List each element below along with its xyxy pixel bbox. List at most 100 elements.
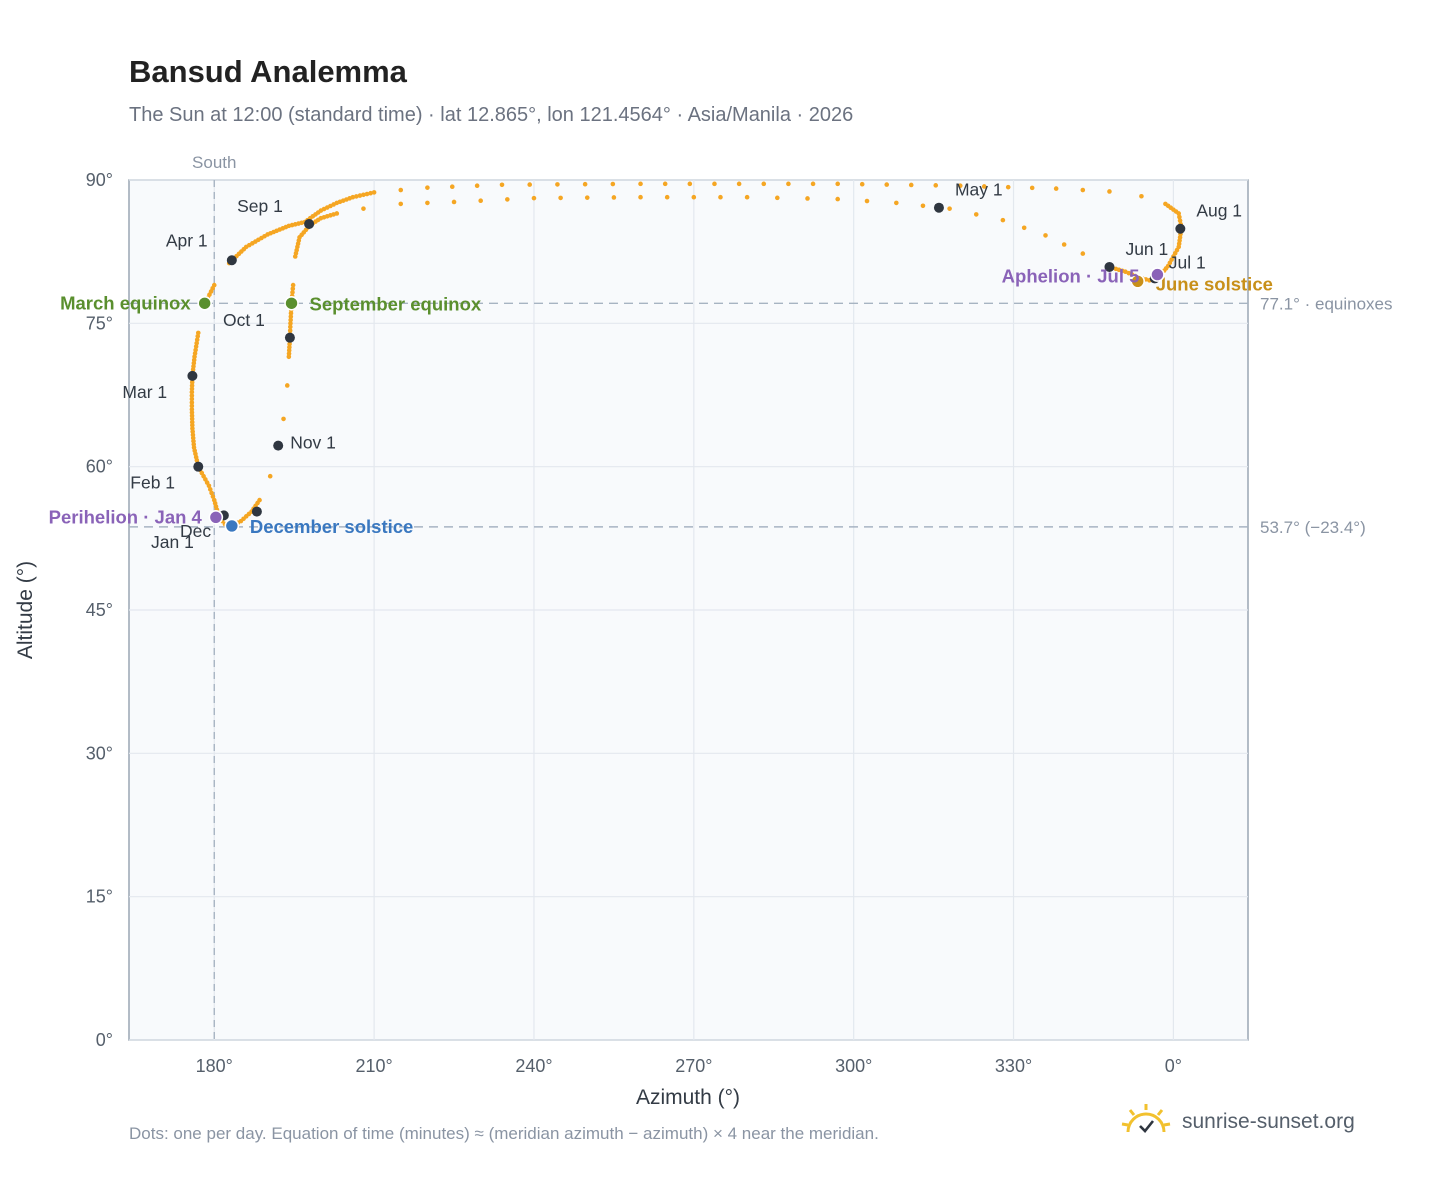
daily-sun-dot [908, 182, 914, 188]
event-marker [208, 510, 224, 525]
daily-sun-dot [189, 380, 195, 385]
daily-sun-dot [662, 181, 668, 187]
daily-sun-dot [398, 187, 404, 193]
month-label: May 1 [955, 180, 1003, 200]
month-label: Apr 1 [166, 230, 208, 250]
daily-sun-dot [290, 282, 296, 288]
daily-sun-dot [957, 183, 963, 189]
x-tick-label: 210° [355, 1056, 392, 1076]
month-marker [284, 332, 295, 343]
daily-sun-dot [859, 181, 865, 187]
daily-sun-dot [1005, 184, 1011, 190]
daily-sun-dot [286, 354, 292, 360]
daily-sun-dot [281, 416, 286, 422]
sun-logo-icon [1120, 1102, 1172, 1141]
month-marker [1175, 223, 1186, 234]
month-marker [187, 370, 198, 381]
grid-lines [129, 179, 1248, 1041]
daily-sun-dot [193, 344, 199, 349]
daily-sun-dot [287, 328, 293, 333]
daily-sun-dot [1043, 233, 1048, 238]
month-label: Nov 1 [290, 433, 336, 453]
daily-sun-dot [211, 497, 217, 503]
daily-sun-dot [894, 200, 899, 206]
daily-sun-dot [718, 194, 723, 200]
daily-sun-dot [638, 181, 643, 187]
month-label: Aug 1 [1196, 201, 1242, 221]
daily-sun-dot [189, 407, 195, 412]
daily-sun-dot [192, 354, 197, 360]
x-tick-label: 330° [995, 1056, 1032, 1076]
x-tick-label: 300° [835, 1056, 872, 1076]
daily-sun-dot [361, 192, 366, 198]
daily-sun-dot [810, 181, 816, 187]
daily-sun-dot [288, 311, 294, 316]
footnote: Dots: one per day. Equation of time (min… [129, 1124, 879, 1143]
daily-sun-dot [474, 183, 480, 189]
daily-sun-dot [290, 290, 295, 295]
daily-sun-dot [189, 383, 195, 388]
chart-subtitle: The Sun at 12:00 (standard time) · lat 1… [129, 104, 854, 126]
daily-sun-dot [210, 494, 216, 499]
daily-sun-dot [189, 389, 195, 395]
daily-sun-dot [194, 340, 199, 346]
daily-sun-dot [209, 490, 214, 496]
y-tick-label: 15° [86, 887, 113, 907]
daily-sun-dot [1029, 185, 1035, 191]
brand[interactable]: sunrise-sunset.org [1120, 1102, 1355, 1141]
daily-sun-dot [288, 314, 294, 319]
daily-sun-dot [555, 182, 560, 187]
daily-sun-dot [425, 200, 430, 206]
daily-sun-dot [973, 212, 979, 217]
daily-sun-dot [499, 182, 505, 188]
altitude-reference-label: 77.1° · equinoxes [1260, 294, 1393, 313]
reference-lines: South 77.1° · equinoxes 53.7° (−23.4°) [129, 153, 1393, 1040]
event-markers: March equinox September equinox December s… [49, 266, 1273, 537]
daily-sun-dot [981, 184, 987, 189]
month-marker [933, 202, 944, 213]
meridian-label: South [192, 153, 236, 172]
daily-sun-dot [1177, 214, 1182, 220]
event-label: Aphelion · Jul 5 [1002, 266, 1140, 287]
month-marker [193, 461, 204, 472]
daily-sun-dot [505, 197, 510, 202]
daily-sun-dot [864, 198, 870, 204]
daily-sun-dot [371, 190, 377, 195]
daily-sun-dot [531, 195, 537, 201]
daily-sun-dot [368, 190, 373, 196]
daily-sun-dot [1139, 193, 1144, 199]
daily-sun-dot [761, 181, 767, 187]
daily-sun-dot [193, 347, 198, 353]
y-tick-label: 0° [96, 1030, 113, 1050]
event-label: September equinox [310, 293, 482, 314]
daily-sun-dot [884, 182, 890, 187]
y-tick-label: 60° [86, 457, 113, 477]
month-marker [273, 440, 284, 451]
daily-sun-dot [288, 317, 293, 323]
month-label: Oct 1 [223, 310, 265, 330]
daily-sun-dot [1176, 211, 1182, 216]
daily-sun-dot [527, 182, 533, 187]
daily-sun-dot [1053, 186, 1059, 191]
daily-sun-dot [478, 198, 483, 204]
daily-sun-dot [805, 196, 810, 201]
daily-sun-dot [288, 321, 293, 326]
event-label: December solstice [250, 516, 414, 537]
month-label: Mar 1 [122, 382, 167, 402]
daily-sun-dot [947, 206, 952, 211]
daily-sun-dot [267, 473, 273, 479]
event-marker [197, 295, 212, 311]
daily-sun-dot [449, 184, 455, 189]
axes: 180° 210° 240° 270° 300° 330° 0° 0° 15° 30° 45° 60°… [86, 170, 1182, 1076]
daily-sun-dot [1080, 187, 1086, 193]
chart-title: Bansud Analemma [129, 54, 407, 89]
daily-sun-dot [211, 282, 217, 288]
event-label: Perihelion · Jan 4 [49, 506, 203, 527]
x-tick-label: 270° [675, 1056, 712, 1076]
daily-sun-dot [1177, 218, 1183, 223]
daily-sun-dot [192, 351, 198, 356]
daily-sun-dot [775, 195, 780, 201]
month-marker [251, 506, 262, 517]
event-label: June solstice [1156, 273, 1273, 294]
